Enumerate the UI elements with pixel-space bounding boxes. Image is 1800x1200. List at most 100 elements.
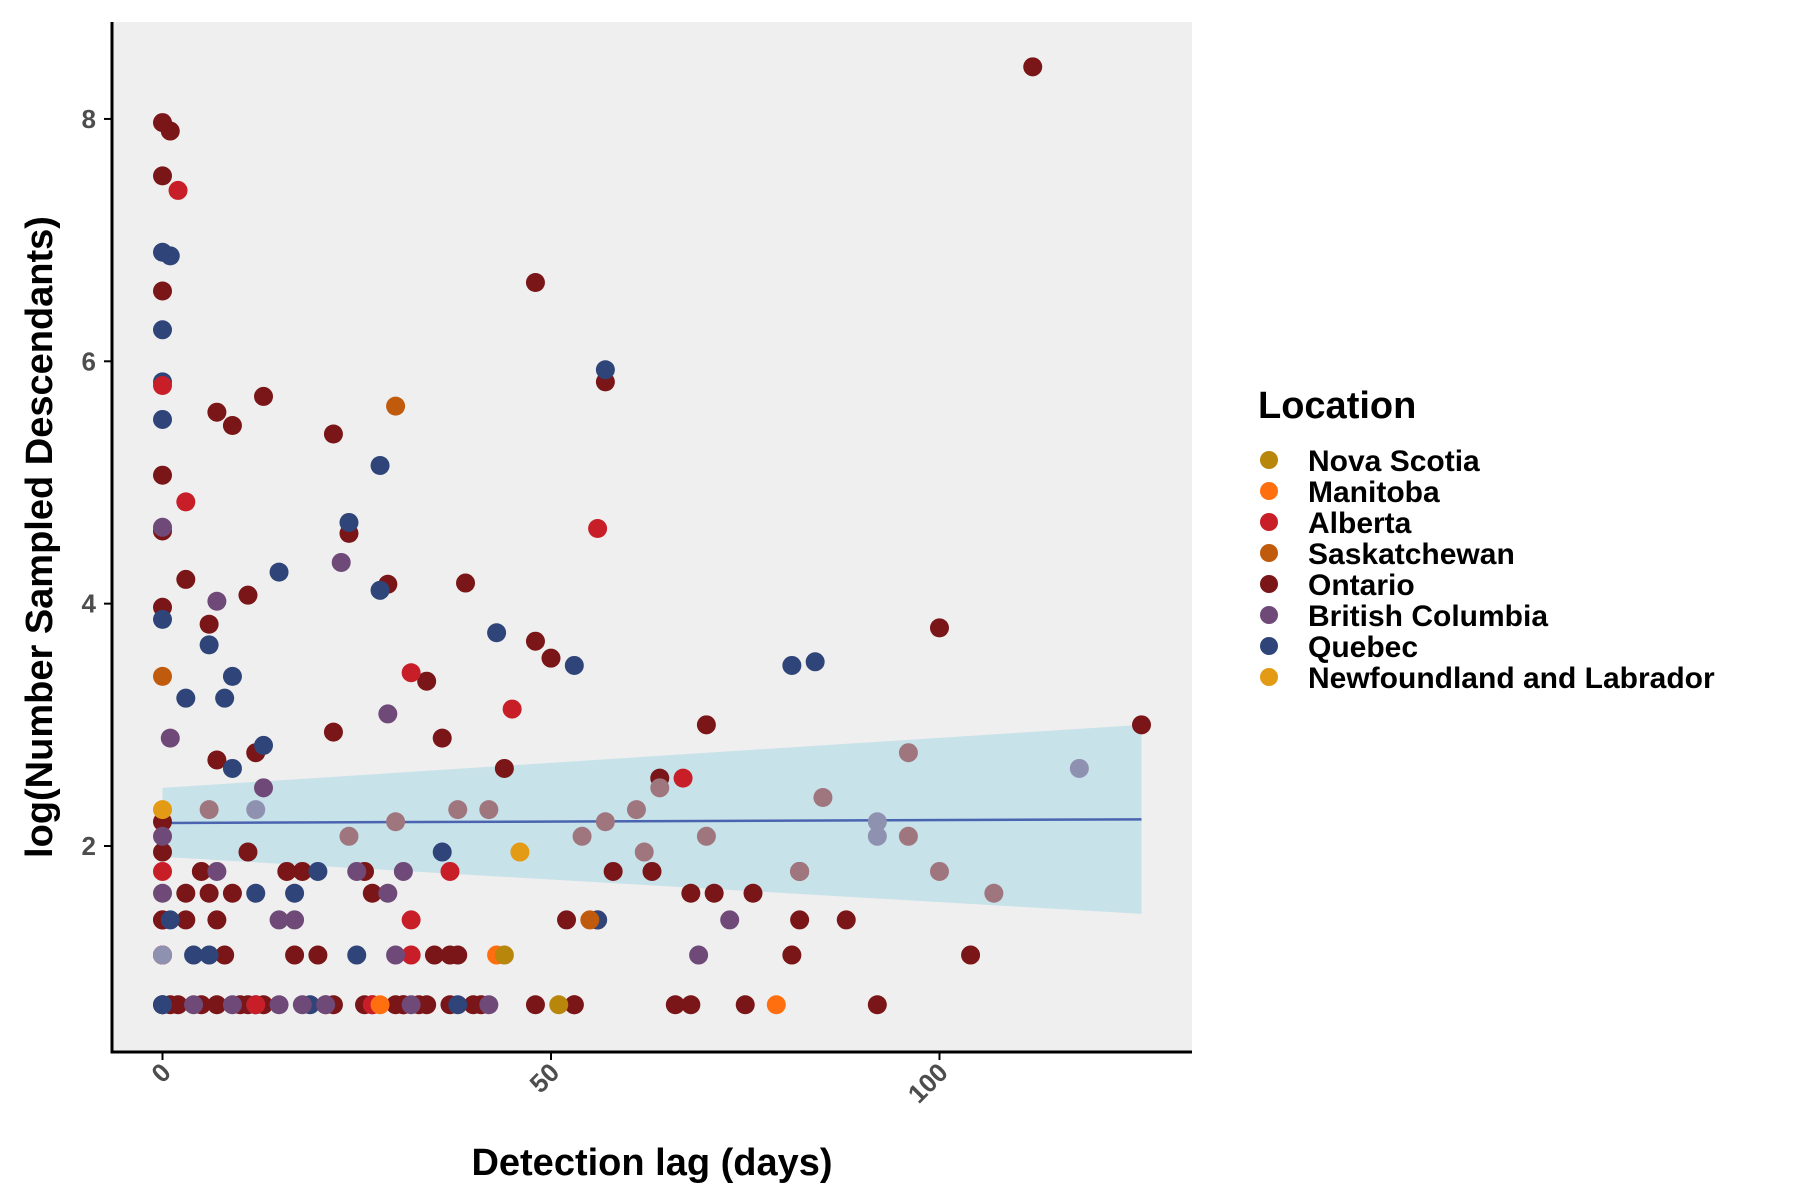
point-ontario bbox=[417, 995, 437, 1015]
point-ontario bbox=[704, 883, 724, 903]
point-saskatchewan bbox=[153, 666, 173, 686]
point-british-columbia bbox=[153, 517, 173, 537]
point-quebec bbox=[215, 688, 235, 708]
point-ontario bbox=[836, 910, 856, 930]
legend-label-ontario: Ontario bbox=[1308, 569, 1415, 602]
point-alberta bbox=[153, 861, 173, 881]
y-tick-label: 2 bbox=[82, 831, 96, 861]
point-ontario bbox=[153, 281, 173, 301]
point-nova-scotia bbox=[494, 945, 514, 965]
point-ontario bbox=[199, 614, 219, 634]
point-ontario bbox=[696, 715, 716, 735]
point-ontario bbox=[642, 861, 662, 881]
legend-key-nova-scotia bbox=[1260, 451, 1278, 469]
point-british-columbia bbox=[316, 995, 336, 1015]
point-british-columbia bbox=[378, 704, 398, 724]
points-layer bbox=[153, 57, 1151, 1015]
legend: Location Nova ScotiaManitobaAlbertaSaska… bbox=[1258, 385, 1715, 695]
point-ontario bbox=[207, 995, 227, 1015]
legend-title: Location bbox=[1258, 385, 1416, 427]
point-british-columbia bbox=[207, 861, 227, 881]
point-quebec bbox=[269, 562, 289, 582]
point-ontario bbox=[207, 750, 227, 770]
point-british-columbia bbox=[285, 910, 305, 930]
y-tick-label: 4 bbox=[82, 589, 97, 619]
point-quebec bbox=[153, 409, 173, 429]
point-british-columbia bbox=[479, 995, 499, 1015]
point-ontario bbox=[790, 910, 810, 930]
point-british-columbia bbox=[339, 826, 359, 846]
point-newfoundland-and-labrador bbox=[510, 842, 530, 862]
point-british-columbia bbox=[153, 883, 173, 903]
point-quebec bbox=[184, 945, 204, 965]
point-alberta bbox=[588, 519, 608, 539]
point-quebec bbox=[254, 735, 274, 755]
point-ontario bbox=[440, 945, 460, 965]
point-saskatchewan bbox=[386, 396, 406, 416]
legend-key-british-columbia bbox=[1260, 606, 1278, 624]
point-ontario bbox=[207, 910, 227, 930]
point-ontario bbox=[176, 910, 196, 930]
point-quebec bbox=[564, 655, 584, 675]
point-british-columbia bbox=[153, 945, 173, 965]
point-ontario bbox=[665, 995, 685, 1015]
point-ontario bbox=[160, 121, 180, 141]
point-ontario bbox=[1023, 57, 1043, 77]
point-ontario bbox=[277, 861, 297, 881]
point-quebec bbox=[339, 512, 359, 532]
point-british-columbia bbox=[401, 995, 421, 1015]
point-ontario bbox=[417, 671, 437, 691]
point-british-columbia bbox=[898, 743, 918, 763]
x-tick-label: 0 bbox=[145, 1057, 176, 1088]
point-newfoundland-and-labrador bbox=[153, 800, 173, 820]
point-ontario bbox=[222, 416, 242, 436]
x-axis-title: Detection lag (days) bbox=[471, 1142, 832, 1184]
point-british-columbia bbox=[1069, 758, 1089, 778]
point-ontario bbox=[308, 945, 328, 965]
y-tick-label: 8 bbox=[82, 104, 96, 134]
point-quebec bbox=[160, 246, 180, 266]
point-british-columbia bbox=[347, 861, 367, 881]
point-ontario bbox=[1131, 715, 1151, 735]
point-ontario bbox=[254, 386, 274, 406]
point-ontario bbox=[153, 465, 173, 485]
legend-label-nova-scotia: Nova Scotia bbox=[1308, 445, 1480, 478]
point-british-columbia bbox=[689, 945, 709, 965]
point-british-columbia bbox=[207, 591, 227, 611]
point-british-columbia bbox=[696, 826, 716, 846]
point-quebec bbox=[487, 623, 507, 643]
point-british-columbia bbox=[813, 788, 833, 808]
x-tick-label: 100 bbox=[902, 1057, 954, 1109]
point-alberta bbox=[168, 180, 188, 200]
legend-key-quebec bbox=[1260, 637, 1278, 655]
point-british-columbia bbox=[479, 800, 499, 820]
point-alberta bbox=[440, 861, 460, 881]
point-quebec bbox=[805, 652, 825, 672]
point-british-columbia bbox=[199, 800, 219, 820]
point-quebec bbox=[370, 580, 390, 600]
point-manitoba bbox=[370, 995, 390, 1015]
point-quebec bbox=[176, 688, 196, 708]
point-quebec bbox=[370, 456, 390, 476]
legend-key-saskatchewan bbox=[1260, 544, 1278, 562]
point-alberta bbox=[176, 492, 196, 512]
point-british-columbia bbox=[626, 800, 646, 820]
point-alberta bbox=[673, 768, 693, 788]
point-quebec bbox=[347, 945, 367, 965]
point-ontario bbox=[207, 402, 227, 422]
point-ontario bbox=[867, 995, 887, 1015]
point-british-columbia bbox=[720, 910, 740, 930]
point-alberta bbox=[502, 699, 522, 719]
point-british-columbia bbox=[650, 778, 670, 798]
point-british-columbia bbox=[222, 995, 242, 1015]
point-ontario bbox=[735, 995, 755, 1015]
point-ontario bbox=[199, 883, 219, 903]
point-manitoba bbox=[766, 995, 786, 1015]
point-quebec bbox=[199, 635, 219, 655]
point-british-columbia bbox=[269, 995, 289, 1015]
legend-entries: Nova ScotiaManitobaAlbertaSaskatchewanOn… bbox=[1260, 445, 1715, 695]
legend-label-saskatchewan: Saskatchewan bbox=[1308, 538, 1515, 571]
legend-label-manitoba: Manitoba bbox=[1308, 476, 1440, 509]
point-ontario bbox=[238, 585, 258, 605]
